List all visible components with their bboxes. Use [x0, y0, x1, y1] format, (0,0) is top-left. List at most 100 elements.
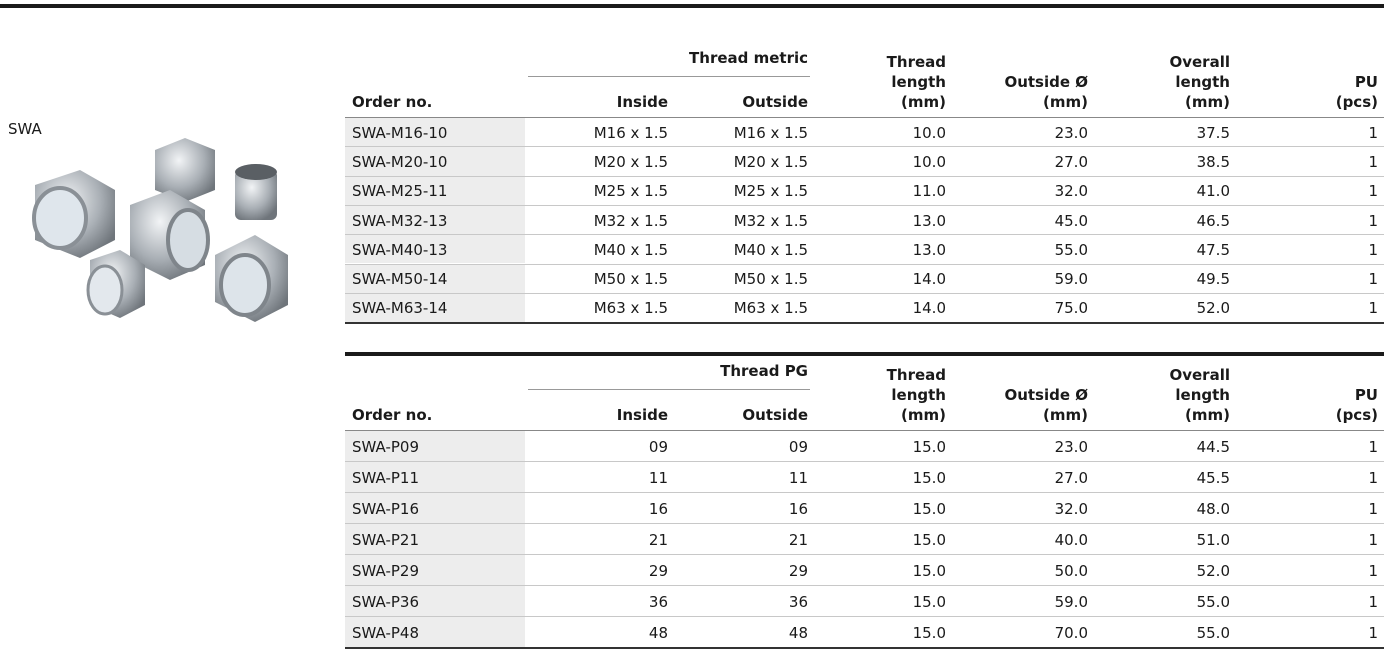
- cell: 14.0: [912, 299, 946, 318]
- cell: 11: [648, 468, 668, 487]
- cell: M20 x 1.5: [593, 152, 668, 171]
- column-header: (pcs): [1335, 406, 1378, 424]
- table-bottom-rule: [345, 647, 1384, 649]
- column-header: Inside: [616, 93, 668, 111]
- cell: 15.0: [912, 499, 946, 518]
- cell: 1: [1368, 499, 1378, 518]
- order-number: SWA-P29: [352, 561, 420, 580]
- cell: 36: [648, 592, 668, 611]
- row-rule: [345, 292, 1384, 294]
- order-number: SWA-P48: [352, 623, 420, 642]
- row-rule: [345, 523, 1384, 524]
- column-header: (mm): [901, 93, 946, 111]
- column-header: Overall: [1169, 53, 1230, 71]
- cell: 1: [1368, 623, 1378, 642]
- order-number: SWA-M16-10: [352, 123, 448, 142]
- cell: 23.0: [1054, 437, 1088, 456]
- column-header: Outside Ø: [1004, 386, 1088, 404]
- cell: 16: [788, 499, 808, 518]
- order-cell-bg: [345, 264, 525, 293]
- cell: 44.5: [1196, 437, 1230, 456]
- column-header: (mm): [1185, 93, 1230, 111]
- cell: 32.0: [1054, 182, 1088, 201]
- column-header: PU: [1354, 386, 1378, 404]
- cell: M40 x 1.5: [593, 240, 668, 259]
- column-header: Inside: [616, 406, 668, 424]
- cell: 32.0: [1054, 499, 1088, 518]
- column-header: (pcs): [1335, 93, 1378, 111]
- cell: 1: [1368, 152, 1378, 171]
- order-cell-bg: [345, 431, 525, 461]
- cell: 47.5: [1196, 240, 1230, 259]
- cell: 13.0: [912, 211, 946, 230]
- cell: 51.0: [1196, 530, 1230, 549]
- cell: 21: [648, 530, 668, 549]
- group-rule: [528, 76, 810, 77]
- order-number: SWA-P16: [352, 499, 420, 518]
- cell: M63 x 1.5: [733, 299, 808, 318]
- row-rule: [345, 554, 1384, 555]
- cell: 59.0: [1054, 592, 1088, 611]
- header-rule: [345, 117, 1384, 118]
- order-cell-bg: [345, 176, 525, 205]
- order-cell-bg: [345, 462, 525, 492]
- cell: 75.0: [1054, 299, 1088, 318]
- column-header: Thread: [886, 366, 946, 384]
- column-header: (mm): [1043, 93, 1088, 111]
- cell: 55.0: [1196, 623, 1230, 642]
- column-header: length: [1175, 386, 1230, 404]
- cell: 15.0: [912, 468, 946, 487]
- row-rule: [345, 263, 1384, 265]
- column-header: length: [891, 73, 946, 91]
- order-number: SWA-M40-13: [352, 240, 448, 259]
- order-cell-bg: [345, 205, 525, 235]
- order-cell-bg: [345, 617, 525, 647]
- order-number: SWA-P21: [352, 530, 420, 549]
- cell: 27.0: [1054, 152, 1088, 171]
- row-rule: [345, 585, 1384, 586]
- order-number: SWA-M25-11: [352, 182, 448, 201]
- top-rule: [0, 4, 1384, 8]
- cell: 45.0: [1054, 211, 1088, 230]
- cell: 15.0: [912, 592, 946, 611]
- group-header: Thread PG: [720, 362, 808, 380]
- cell: 14.0: [912, 270, 946, 289]
- cell: 48.0: [1196, 499, 1230, 518]
- cell: 59.0: [1054, 270, 1088, 289]
- cell: 1: [1368, 270, 1378, 289]
- cell: 1: [1368, 211, 1378, 230]
- column-header: Outside: [742, 93, 808, 111]
- order-number: SWA-P11: [352, 468, 420, 487]
- cell: M63 x 1.5: [593, 299, 668, 318]
- cell: 09: [648, 437, 668, 456]
- row-rule: [345, 461, 1384, 462]
- cell: 55.0: [1054, 240, 1088, 259]
- cell: M40 x 1.5: [733, 240, 808, 259]
- order-number: SWA-P36: [352, 592, 420, 611]
- row-rule: [345, 616, 1384, 617]
- row-rule: [345, 146, 1384, 148]
- column-header: (mm): [901, 406, 946, 424]
- order-cell-bg: [345, 493, 525, 523]
- cell: 46.5: [1196, 211, 1230, 230]
- cell: 21: [788, 530, 808, 549]
- cell: 48: [648, 623, 668, 642]
- order-cell-bg: [345, 118, 525, 147]
- cell: 23.0: [1054, 123, 1088, 142]
- column-header: (mm): [1185, 406, 1230, 424]
- column-header: length: [1175, 73, 1230, 91]
- cell: 1: [1368, 123, 1378, 142]
- order-number: SWA-M63-14: [352, 299, 448, 318]
- table-top-rule: [345, 352, 1384, 356]
- cell: 09: [788, 437, 808, 456]
- cell: 11: [788, 468, 808, 487]
- cell: 15.0: [912, 623, 946, 642]
- cell: 11.0: [912, 182, 946, 201]
- cell: 1: [1368, 299, 1378, 318]
- column-header: PU: [1354, 73, 1378, 91]
- column-header: Thread: [886, 53, 946, 71]
- cell: 15.0: [912, 437, 946, 456]
- table-bottom-rule: [345, 322, 1384, 325]
- header-rule: [345, 430, 1384, 431]
- cell: 1: [1368, 468, 1378, 487]
